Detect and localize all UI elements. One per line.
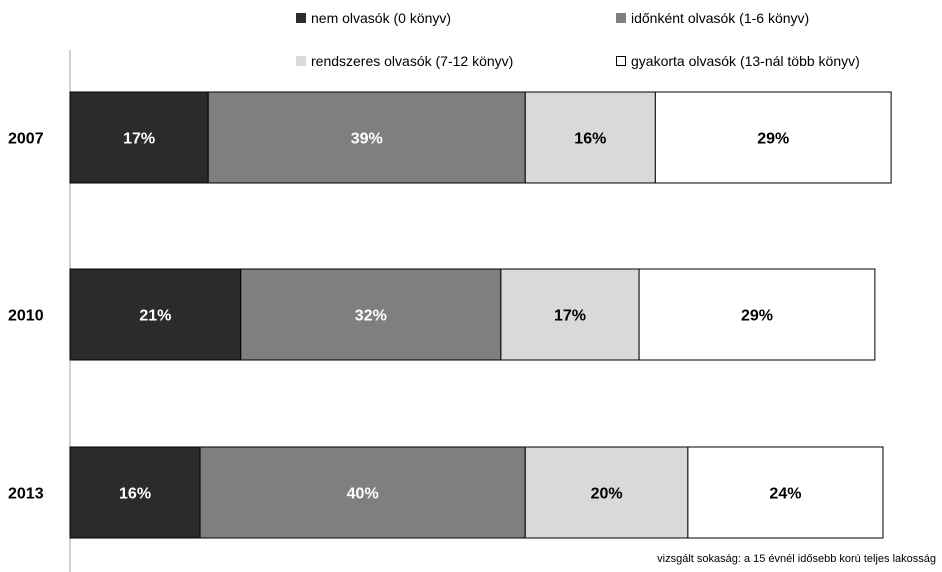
data-label-2010-nem-olvasok-0-konyv: 21% bbox=[139, 308, 171, 325]
legend-swatch bbox=[616, 13, 626, 23]
legend-item-rendszeres-olvasok-7-12-konyv: rendszeres olvasók (7-12 könyv) bbox=[296, 52, 513, 70]
legend-item-nem-olvasok-0-konyv: nem olvasók (0 könyv) bbox=[296, 9, 451, 27]
category-label-2010: 2010 bbox=[8, 308, 44, 325]
bar-segment-2007-gyakorta-olvasok-13-nal-tobb-konyv bbox=[654, 91, 892, 184]
legend-item-idonkent-olvasok-1-6-konyv: időnként olvasók (1-6 könyv) bbox=[616, 9, 809, 27]
legend-swatch bbox=[296, 56, 306, 66]
category-label-2013: 2013 bbox=[8, 486, 44, 503]
data-label-2007-idonkent-olvasok-1-6-konyv: 39% bbox=[351, 131, 383, 148]
legend-swatch bbox=[296, 13, 306, 23]
category-label-2007: 2007 bbox=[8, 131, 44, 148]
data-label-2007-rendszeres-olvasok-7-12-konyv: 16% bbox=[574, 131, 606, 148]
data-label-2007-nem-olvasok-0-konyv: 17% bbox=[123, 131, 155, 148]
legend-label: gyakorta olvasók (13-nál több könyv) bbox=[631, 53, 860, 69]
bar-segment-2013-nem-olvasok-0-konyv bbox=[69, 446, 201, 539]
data-label-2010-rendszeres-olvasok-7-12-konyv: 17% bbox=[554, 308, 586, 325]
legend-label: időnként olvasók (1-6 könyv) bbox=[631, 10, 810, 26]
legend-label: rendszeres olvasók (7-12 könyv) bbox=[311, 53, 514, 69]
data-label-2007-gyakorta-olvasok-13-nal-tobb-konyv: 29% bbox=[757, 131, 789, 148]
data-label-2013-gyakorta-olvasok-13-nal-tobb-konyv: 24% bbox=[769, 486, 801, 503]
legend-swatch bbox=[616, 56, 626, 66]
bars-layer: 2007 17% 39% 16% 29% 2010 21% 32% 17% 29% 2013 16% 4… bbox=[8, 91, 892, 539]
legend-label: nem olvasók (0 könyv) bbox=[311, 10, 452, 26]
bar-segment-2007-idonkent-olvasok-1-6-konyv bbox=[207, 91, 526, 184]
bar-segment-2013-gyakorta-olvasok-13-nal-tobb-konyv bbox=[687, 446, 884, 539]
bar-segment-2007-rendszeres-olvasok-7-12-konyv bbox=[524, 91, 656, 184]
data-label-2013-rendszeres-olvasok-7-12-konyv: 20% bbox=[591, 486, 623, 503]
bar-segment-2010-gyakorta-olvasok-13-nal-tobb-konyv bbox=[638, 268, 876, 361]
footnote: vizsgált sokaság: a 15 évnél idősebb kor… bbox=[657, 553, 936, 565]
data-label-2010-gyakorta-olvasok-13-nal-tobb-konyv: 29% bbox=[741, 308, 773, 325]
bar-segment-2013-rendszeres-olvasok-7-12-konyv bbox=[524, 446, 689, 539]
data-label-2013-nem-olvasok-0-konyv: 16% bbox=[119, 486, 151, 503]
bar-segment-2010-idonkent-olvasok-1-6-konyv bbox=[240, 268, 502, 361]
legend-item-gyakorta-olvasok-13-nal-tobb-konyv: gyakorta olvasók (13-nál több könyv) bbox=[616, 52, 860, 70]
data-label-2010-idonkent-olvasok-1-6-konyv: 32% bbox=[355, 308, 387, 325]
bar-segment-2013-idonkent-olvasok-1-6-konyv bbox=[199, 446, 526, 539]
bar-segment-2007-nem-olvasok-0-konyv bbox=[69, 91, 209, 184]
data-label-2013-idonkent-olvasok-1-6-konyv: 40% bbox=[347, 486, 379, 503]
